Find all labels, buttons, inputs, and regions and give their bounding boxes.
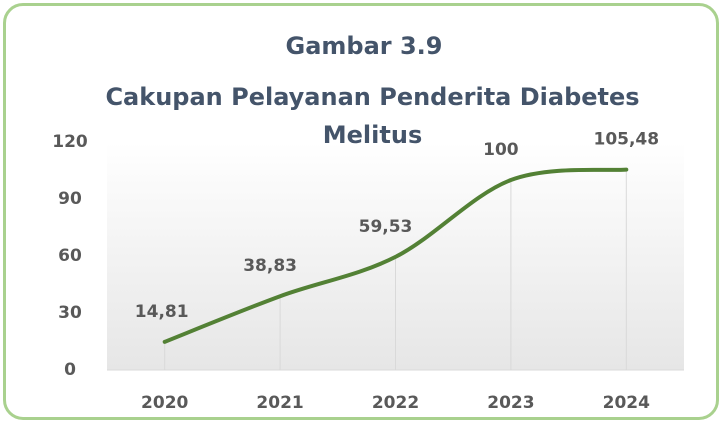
y-tick-label: 90 bbox=[58, 189, 82, 209]
y-tick-label: 60 bbox=[58, 246, 82, 266]
x-tick-label: 2024 bbox=[603, 393, 650, 413]
data-label: 100 bbox=[483, 140, 519, 160]
x-tick-label: 2020 bbox=[141, 393, 188, 413]
x-tick-label: 2021 bbox=[256, 393, 303, 413]
y-tick-label: 30 bbox=[58, 303, 82, 323]
x-tick-label: 2023 bbox=[487, 393, 534, 413]
data-label: 59,53 bbox=[359, 217, 413, 237]
data-label: 38,83 bbox=[243, 256, 297, 276]
line bbox=[162, 167, 629, 344]
y-tick-label: 0 bbox=[64, 360, 76, 380]
x-tick-label: 2022 bbox=[372, 393, 419, 413]
data-label: 14,81 bbox=[135, 302, 189, 322]
y-tick-label: 120 bbox=[52, 132, 88, 152]
chart-subtitle: Cakupan Pelayanan Penderita Diabetes Mel… bbox=[105, 83, 640, 149]
data-label: 105,48 bbox=[593, 130, 659, 150]
chart-border bbox=[3, 3, 719, 420]
chart-title: Gambar 3.9 bbox=[285, 32, 443, 60]
